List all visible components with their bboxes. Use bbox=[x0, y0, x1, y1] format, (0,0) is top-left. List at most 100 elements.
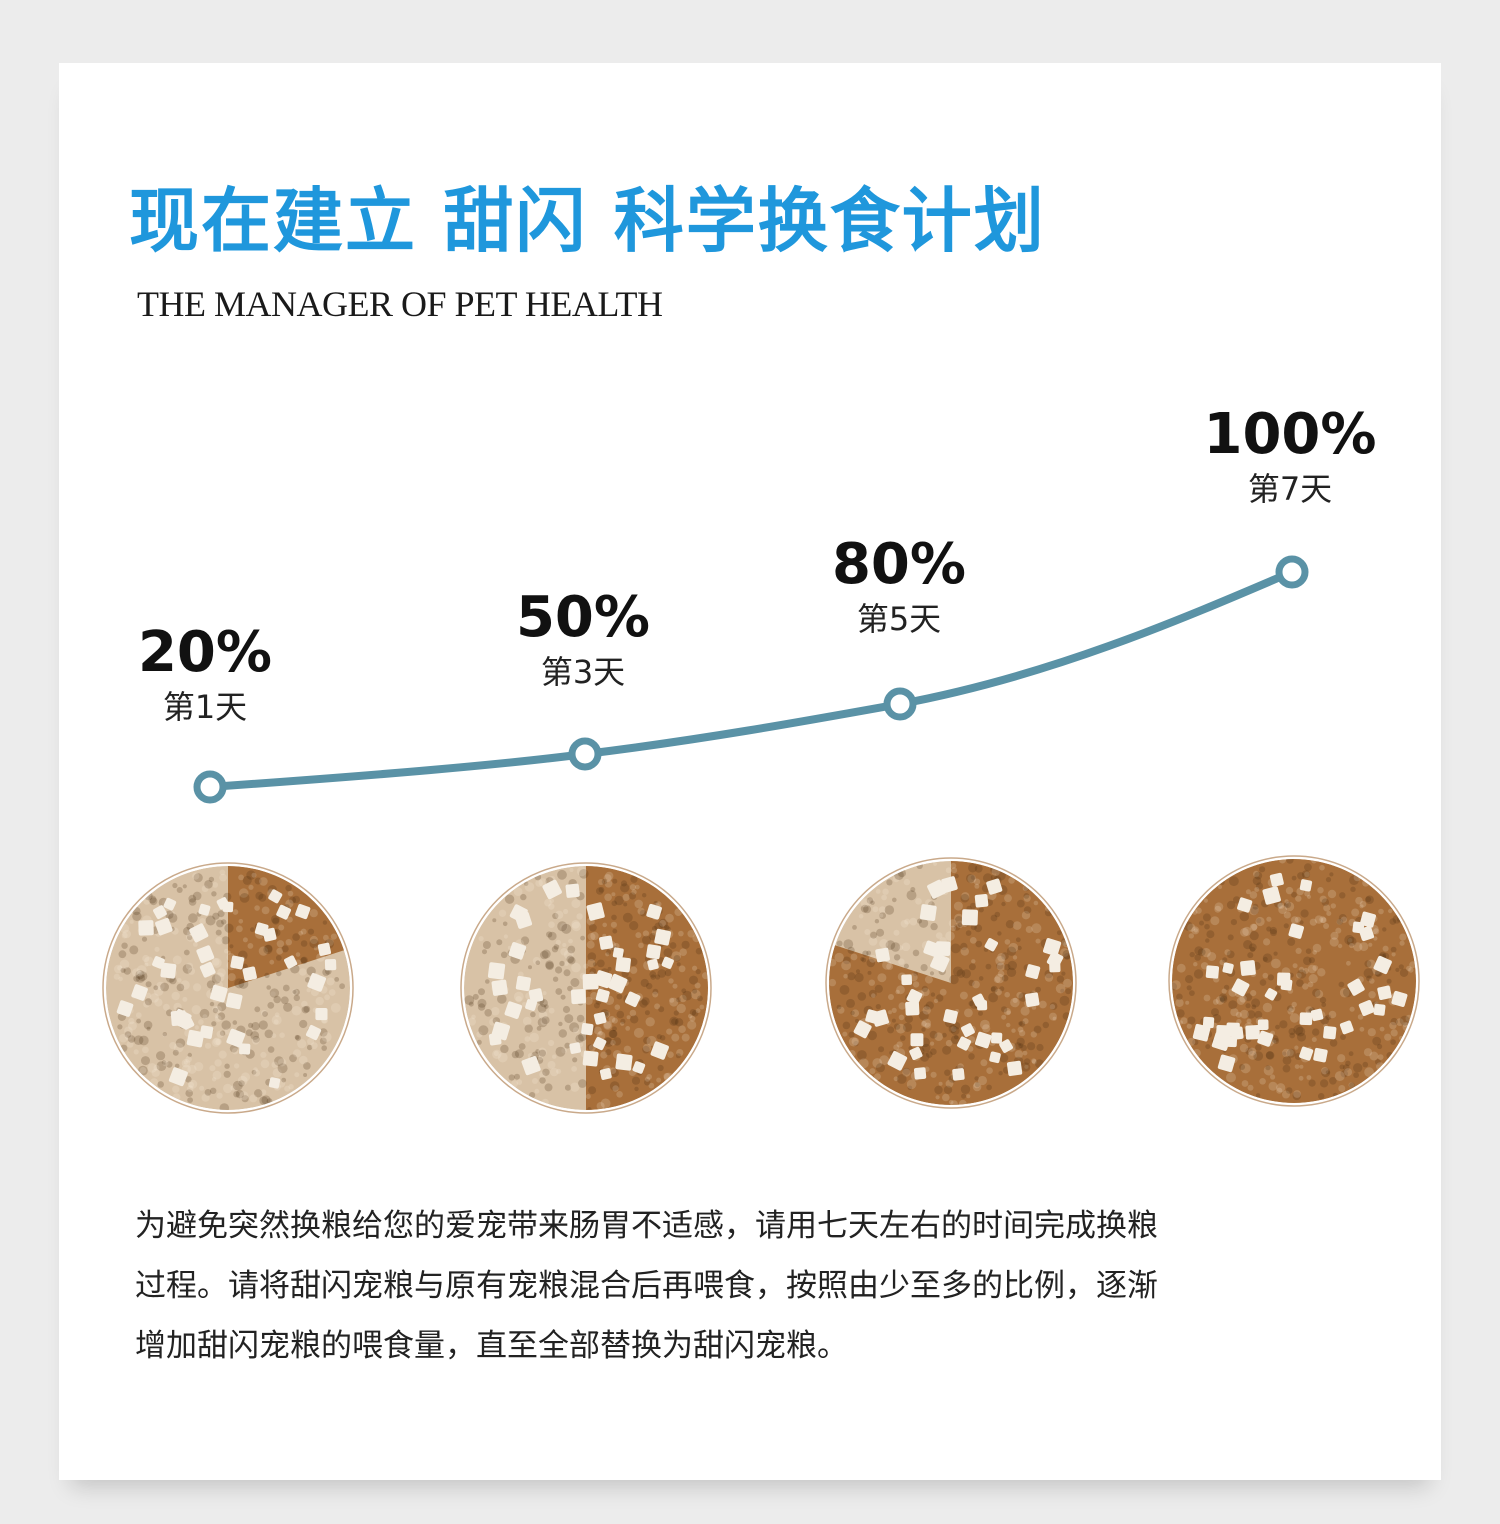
stage-percent: 80% bbox=[831, 532, 967, 597]
food-cube bbox=[1222, 962, 1234, 974]
food-cube bbox=[515, 975, 532, 992]
food-cube bbox=[952, 1068, 965, 1081]
food-cube bbox=[1288, 923, 1304, 939]
food-cube bbox=[1347, 978, 1365, 996]
food-cube bbox=[307, 972, 327, 992]
food-cube bbox=[1006, 1060, 1023, 1077]
food-cube bbox=[570, 989, 586, 1005]
food-cube bbox=[521, 1056, 541, 1076]
food-cube bbox=[1262, 886, 1281, 905]
food-cube bbox=[1226, 1036, 1238, 1048]
food-cube bbox=[163, 897, 177, 911]
food-cube bbox=[1299, 879, 1313, 892]
food-cube bbox=[624, 991, 641, 1008]
food-cube bbox=[565, 883, 580, 898]
food-cube bbox=[974, 893, 989, 908]
stage-percent: 100% bbox=[1203, 402, 1377, 467]
food-cube bbox=[887, 1050, 908, 1071]
stage-day: 第1天 bbox=[162, 688, 248, 726]
food-cube bbox=[153, 905, 167, 920]
food-cube bbox=[226, 1028, 246, 1048]
food-cube bbox=[276, 904, 292, 920]
food-cube bbox=[1192, 1023, 1211, 1042]
food-cube bbox=[901, 974, 913, 986]
food-cube bbox=[1257, 1019, 1269, 1031]
food-cube bbox=[268, 1077, 281, 1089]
food-cube bbox=[1237, 897, 1253, 913]
food-bowl-day3 bbox=[460, 862, 712, 1114]
food-cube bbox=[905, 1001, 920, 1016]
food-cube bbox=[225, 992, 243, 1010]
food-cube bbox=[171, 1008, 192, 1029]
food-cube bbox=[305, 1025, 322, 1041]
food-cube bbox=[138, 920, 154, 936]
new-food bbox=[829, 861, 1073, 1105]
food-cube bbox=[196, 945, 215, 964]
food-cube bbox=[654, 928, 672, 946]
food-cube bbox=[491, 979, 508, 996]
food-cube bbox=[913, 1067, 927, 1080]
food-cube bbox=[1205, 965, 1220, 979]
food-cube bbox=[1025, 964, 1041, 980]
food-cube bbox=[1211, 1032, 1231, 1052]
food-cube bbox=[1310, 1008, 1324, 1022]
description: 为避免突然换粮给您的爱宠带来肠胃不适感，请用七天左右的时间完成换粮 过程。请将甜… bbox=[135, 1196, 1370, 1376]
food-cube bbox=[198, 903, 211, 916]
food-bowl-day1 bbox=[102, 862, 354, 1114]
food-cube bbox=[853, 1020, 872, 1039]
food-cube bbox=[581, 1022, 594, 1036]
description-line: 为避免突然换粮给您的爱宠带来肠胃不适感，请用七天左右的时间完成换粮 bbox=[135, 1208, 1158, 1244]
food-cube bbox=[608, 973, 628, 994]
food-cube bbox=[647, 958, 659, 971]
food-cube bbox=[910, 1033, 924, 1047]
food-cube bbox=[1299, 1046, 1314, 1061]
food-cube bbox=[1240, 960, 1256, 976]
food-cube bbox=[189, 923, 209, 943]
food-cube bbox=[525, 999, 538, 1011]
stage-label-day3: 50% 第3天 bbox=[473, 590, 693, 691]
food-cube bbox=[1269, 872, 1284, 887]
food-cube bbox=[254, 922, 269, 937]
food-cube bbox=[586, 902, 605, 921]
food-cube bbox=[1373, 1003, 1386, 1016]
food-cube bbox=[230, 955, 245, 970]
food-cube bbox=[1231, 978, 1250, 997]
food-cube bbox=[1276, 972, 1291, 986]
food-cube bbox=[199, 961, 216, 978]
food-cube bbox=[599, 1068, 612, 1080]
food-cube bbox=[593, 1036, 607, 1051]
food-cube bbox=[508, 942, 527, 960]
food-cube bbox=[593, 1012, 607, 1025]
food-cube bbox=[239, 1043, 251, 1055]
food-cube bbox=[646, 944, 662, 960]
stage-label-day1: 20% 第1天 bbox=[95, 620, 315, 726]
food-cube bbox=[615, 956, 631, 973]
food-cube bbox=[1047, 951, 1064, 968]
curve-line bbox=[206, 568, 1296, 791]
food-cube bbox=[961, 909, 979, 926]
curve-node-day7 bbox=[1275, 555, 1309, 589]
food-cube bbox=[155, 917, 173, 936]
food-cube bbox=[1358, 925, 1375, 942]
food-cube bbox=[528, 988, 544, 1003]
food-bowl-day7 bbox=[1168, 855, 1420, 1107]
food-cube bbox=[976, 1000, 988, 1011]
food-cube bbox=[582, 973, 599, 990]
food-cube bbox=[615, 1053, 633, 1071]
food-cube bbox=[974, 1031, 992, 1049]
food-cube bbox=[116, 1000, 134, 1017]
food-cube bbox=[1264, 988, 1278, 1001]
food-cube bbox=[504, 1001, 523, 1019]
stage-label-day7: 100% 第7天 bbox=[1180, 402, 1400, 506]
stage-day: 第5天 bbox=[856, 600, 942, 638]
food-cube bbox=[927, 879, 947, 899]
food-cube bbox=[1024, 992, 1040, 1007]
food-cube bbox=[315, 1008, 328, 1021]
stage-day: 第3天 bbox=[540, 653, 626, 691]
food-cube bbox=[242, 966, 257, 981]
food-cube bbox=[650, 1041, 669, 1060]
food-cube bbox=[906, 989, 923, 1005]
food-cube bbox=[295, 903, 311, 920]
stage-percent: 20% bbox=[137, 620, 273, 685]
content-card bbox=[59, 63, 1441, 1480]
